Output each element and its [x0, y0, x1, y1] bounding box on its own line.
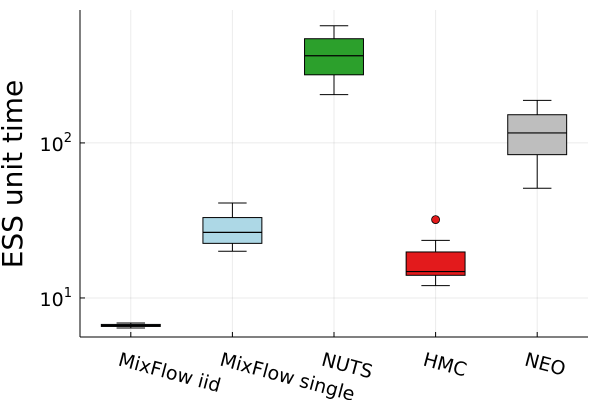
- box-nuts: [304, 25, 364, 96]
- box-layer: [100, 25, 568, 329]
- box-hmc: [405, 215, 466, 287]
- x-tick-label: NEO: [522, 349, 567, 381]
- outlier-point: [431, 215, 441, 225]
- box-iqr: [405, 251, 466, 276]
- box-iqr: [304, 38, 364, 76]
- axis-layer: [79, 10, 588, 338]
- x-tick-label: MixFlow iid: [116, 349, 223, 397]
- y-tick-label: 102: [40, 131, 72, 156]
- box-neo: [507, 99, 568, 189]
- box-iqr: [202, 217, 263, 244]
- box-mixflow-single: [202, 202, 263, 252]
- x-tick-label: HMC: [421, 349, 469, 382]
- box-iqr: [507, 114, 568, 156]
- y-tick-labels: 101 102: [40, 131, 72, 311]
- y-tick-label: 101: [40, 286, 72, 311]
- box-mixflow-iid: [100, 322, 161, 329]
- y-axis-label: ESS unit time: [0, 80, 29, 269]
